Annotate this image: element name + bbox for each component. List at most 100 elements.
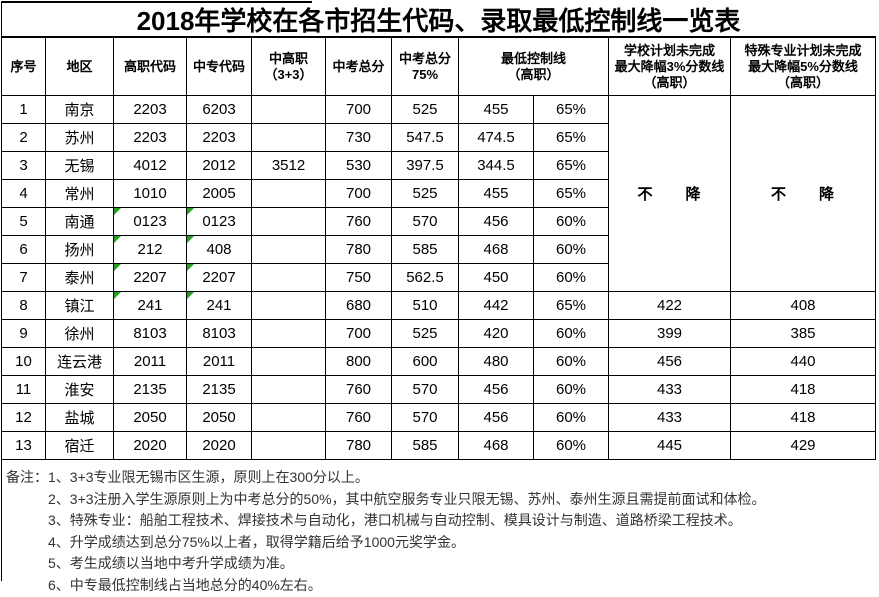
cell-seq[interactable]: 13 — [1, 431, 46, 460]
cell-seq[interactable]: 8 — [1, 291, 46, 320]
cell-exam-total[interactable]: 780 — [325, 235, 392, 264]
cell-min-pct[interactable]: 60% — [533, 207, 609, 236]
cell-mid-high[interactable] — [251, 263, 326, 292]
cell-region[interactable]: 淮安 — [45, 375, 114, 404]
cell-exam-total[interactable]: 700 — [325, 95, 392, 124]
cell-vocational-code[interactable]: 2020 — [113, 431, 187, 460]
cell-exam-total[interactable]: 530 — [325, 151, 392, 180]
cell-min-line[interactable]: 344.5 — [458, 151, 534, 180]
cell-secondary-code[interactable]: 6203 — [186, 95, 252, 124]
cell-exam-75[interactable]: 562.5 — [391, 263, 459, 292]
cell-school-plan[interactable]: 456 — [608, 347, 731, 376]
cell-exam-total[interactable]: 700 — [325, 319, 392, 348]
cell-secondary-code[interactable]: 2011 — [186, 347, 252, 376]
cell-min-line[interactable]: 455 — [458, 179, 534, 208]
cell-exam-total[interactable]: 780 — [325, 431, 392, 460]
cell-exam-total[interactable]: 730 — [325, 123, 392, 152]
cell-min-pct[interactable]: 60% — [533, 431, 609, 460]
cell-seq[interactable]: 5 — [1, 207, 46, 236]
cell-mid-high[interactable] — [251, 375, 326, 404]
cell-region[interactable]: 南通 — [45, 207, 114, 236]
cell-secondary-code[interactable]: 0123 — [186, 207, 252, 236]
cell-min-pct[interactable]: 60% — [533, 319, 609, 348]
cell-school-plan[interactable]: 433 — [608, 403, 731, 432]
cell-exam-75[interactable]: 510 — [391, 291, 459, 320]
cell-special-plan[interactable]: 408 — [730, 291, 876, 320]
cell-special-plan[interactable]: 385 — [730, 319, 876, 348]
cell-exam-75[interactable]: 570 — [391, 375, 459, 404]
cell-secondary-code[interactable]: 2020 — [186, 431, 252, 460]
cell-vocational-code[interactable]: 2203 — [113, 123, 187, 152]
cell-seq[interactable]: 3 — [1, 151, 46, 180]
cell-exam-75[interactable]: 525 — [391, 319, 459, 348]
cell-vocational-code[interactable]: 2207 — [113, 263, 187, 292]
cell-mid-high[interactable]: 3512 — [251, 151, 326, 180]
cell-mid-high[interactable] — [251, 431, 326, 460]
cell-seq[interactable]: 9 — [1, 319, 46, 348]
cell-no-drop-school[interactable]: 不 降 — [608, 95, 731, 292]
cell-min-pct[interactable]: 60% — [533, 235, 609, 264]
cell-min-pct[interactable]: 60% — [533, 263, 609, 292]
cell-exam-75[interactable]: 585 — [391, 235, 459, 264]
cell-min-line[interactable]: 420 — [458, 319, 534, 348]
cell-school-plan[interactable]: 445 — [608, 431, 731, 460]
cell-region[interactable]: 盐城 — [45, 403, 114, 432]
cell-min-line[interactable]: 442 — [458, 291, 534, 320]
cell-region[interactable]: 南京 — [45, 95, 114, 124]
cell-secondary-code[interactable]: 408 — [186, 235, 252, 264]
cell-school-plan[interactable]: 433 — [608, 375, 731, 404]
cell-exam-total[interactable]: 760 — [325, 207, 392, 236]
cell-min-pct[interactable]: 65% — [533, 291, 609, 320]
cell-mid-high[interactable] — [251, 403, 326, 432]
cell-region[interactable]: 泰州 — [45, 263, 114, 292]
cell-region[interactable]: 无锡 — [45, 151, 114, 180]
cell-vocational-code[interactable]: 4012 — [113, 151, 187, 180]
cell-exam-75[interactable]: 547.5 — [391, 123, 459, 152]
cell-exam-75[interactable]: 585 — [391, 431, 459, 460]
cell-min-line[interactable]: 455 — [458, 95, 534, 124]
cell-exam-75[interactable]: 600 — [391, 347, 459, 376]
cell-secondary-code[interactable]: 2203 — [186, 123, 252, 152]
cell-secondary-code[interactable]: 2005 — [186, 179, 252, 208]
cell-special-plan[interactable]: 440 — [730, 347, 876, 376]
cell-special-plan[interactable]: 429 — [730, 431, 876, 460]
cell-min-pct[interactable]: 60% — [533, 403, 609, 432]
cell-mid-high[interactable] — [251, 207, 326, 236]
cell-region[interactable]: 常州 — [45, 179, 114, 208]
cell-mid-high[interactable] — [251, 123, 326, 152]
cell-exam-total[interactable]: 680 — [325, 291, 392, 320]
cell-vocational-code[interactable]: 0123 — [113, 207, 187, 236]
cell-seq[interactable]: 4 — [1, 179, 46, 208]
cell-exam-total[interactable]: 760 — [325, 403, 392, 432]
cell-exam-total[interactable]: 800 — [325, 347, 392, 376]
cell-vocational-code[interactable]: 8103 — [113, 319, 187, 348]
cell-region[interactable]: 镇江 — [45, 291, 114, 320]
cell-min-line[interactable]: 456 — [458, 207, 534, 236]
cell-vocational-code[interactable]: 1010 — [113, 179, 187, 208]
cell-secondary-code[interactable]: 2207 — [186, 263, 252, 292]
cell-seq[interactable]: 1 — [1, 95, 46, 124]
cell-mid-high[interactable] — [251, 235, 326, 264]
cell-min-pct[interactable]: 65% — [533, 123, 609, 152]
cell-min-line[interactable]: 456 — [458, 403, 534, 432]
cell-region[interactable]: 徐州 — [45, 319, 114, 348]
cell-exam-75[interactable]: 397.5 — [391, 151, 459, 180]
cell-secondary-code[interactable]: 2135 — [186, 375, 252, 404]
cell-secondary-code[interactable]: 2050 — [186, 403, 252, 432]
cell-min-pct[interactable]: 65% — [533, 179, 609, 208]
cell-seq[interactable]: 11 — [1, 375, 46, 404]
cell-min-line[interactable]: 468 — [458, 431, 534, 460]
cell-vocational-code[interactable]: 2203 — [113, 95, 187, 124]
cell-school-plan[interactable]: 399 — [608, 319, 731, 348]
cell-exam-75[interactable]: 525 — [391, 179, 459, 208]
cell-min-pct[interactable]: 60% — [533, 375, 609, 404]
cell-region[interactable]: 连云港 — [45, 347, 114, 376]
cell-region[interactable]: 苏州 — [45, 123, 114, 152]
cell-exam-total[interactable]: 750 — [325, 263, 392, 292]
cell-min-pct[interactable]: 65% — [533, 151, 609, 180]
cell-mid-high[interactable] — [251, 179, 326, 208]
cell-secondary-code[interactable]: 241 — [186, 291, 252, 320]
cell-vocational-code[interactable]: 241 — [113, 291, 187, 320]
cell-seq[interactable]: 6 — [1, 235, 46, 264]
cell-min-line[interactable]: 450 — [458, 263, 534, 292]
